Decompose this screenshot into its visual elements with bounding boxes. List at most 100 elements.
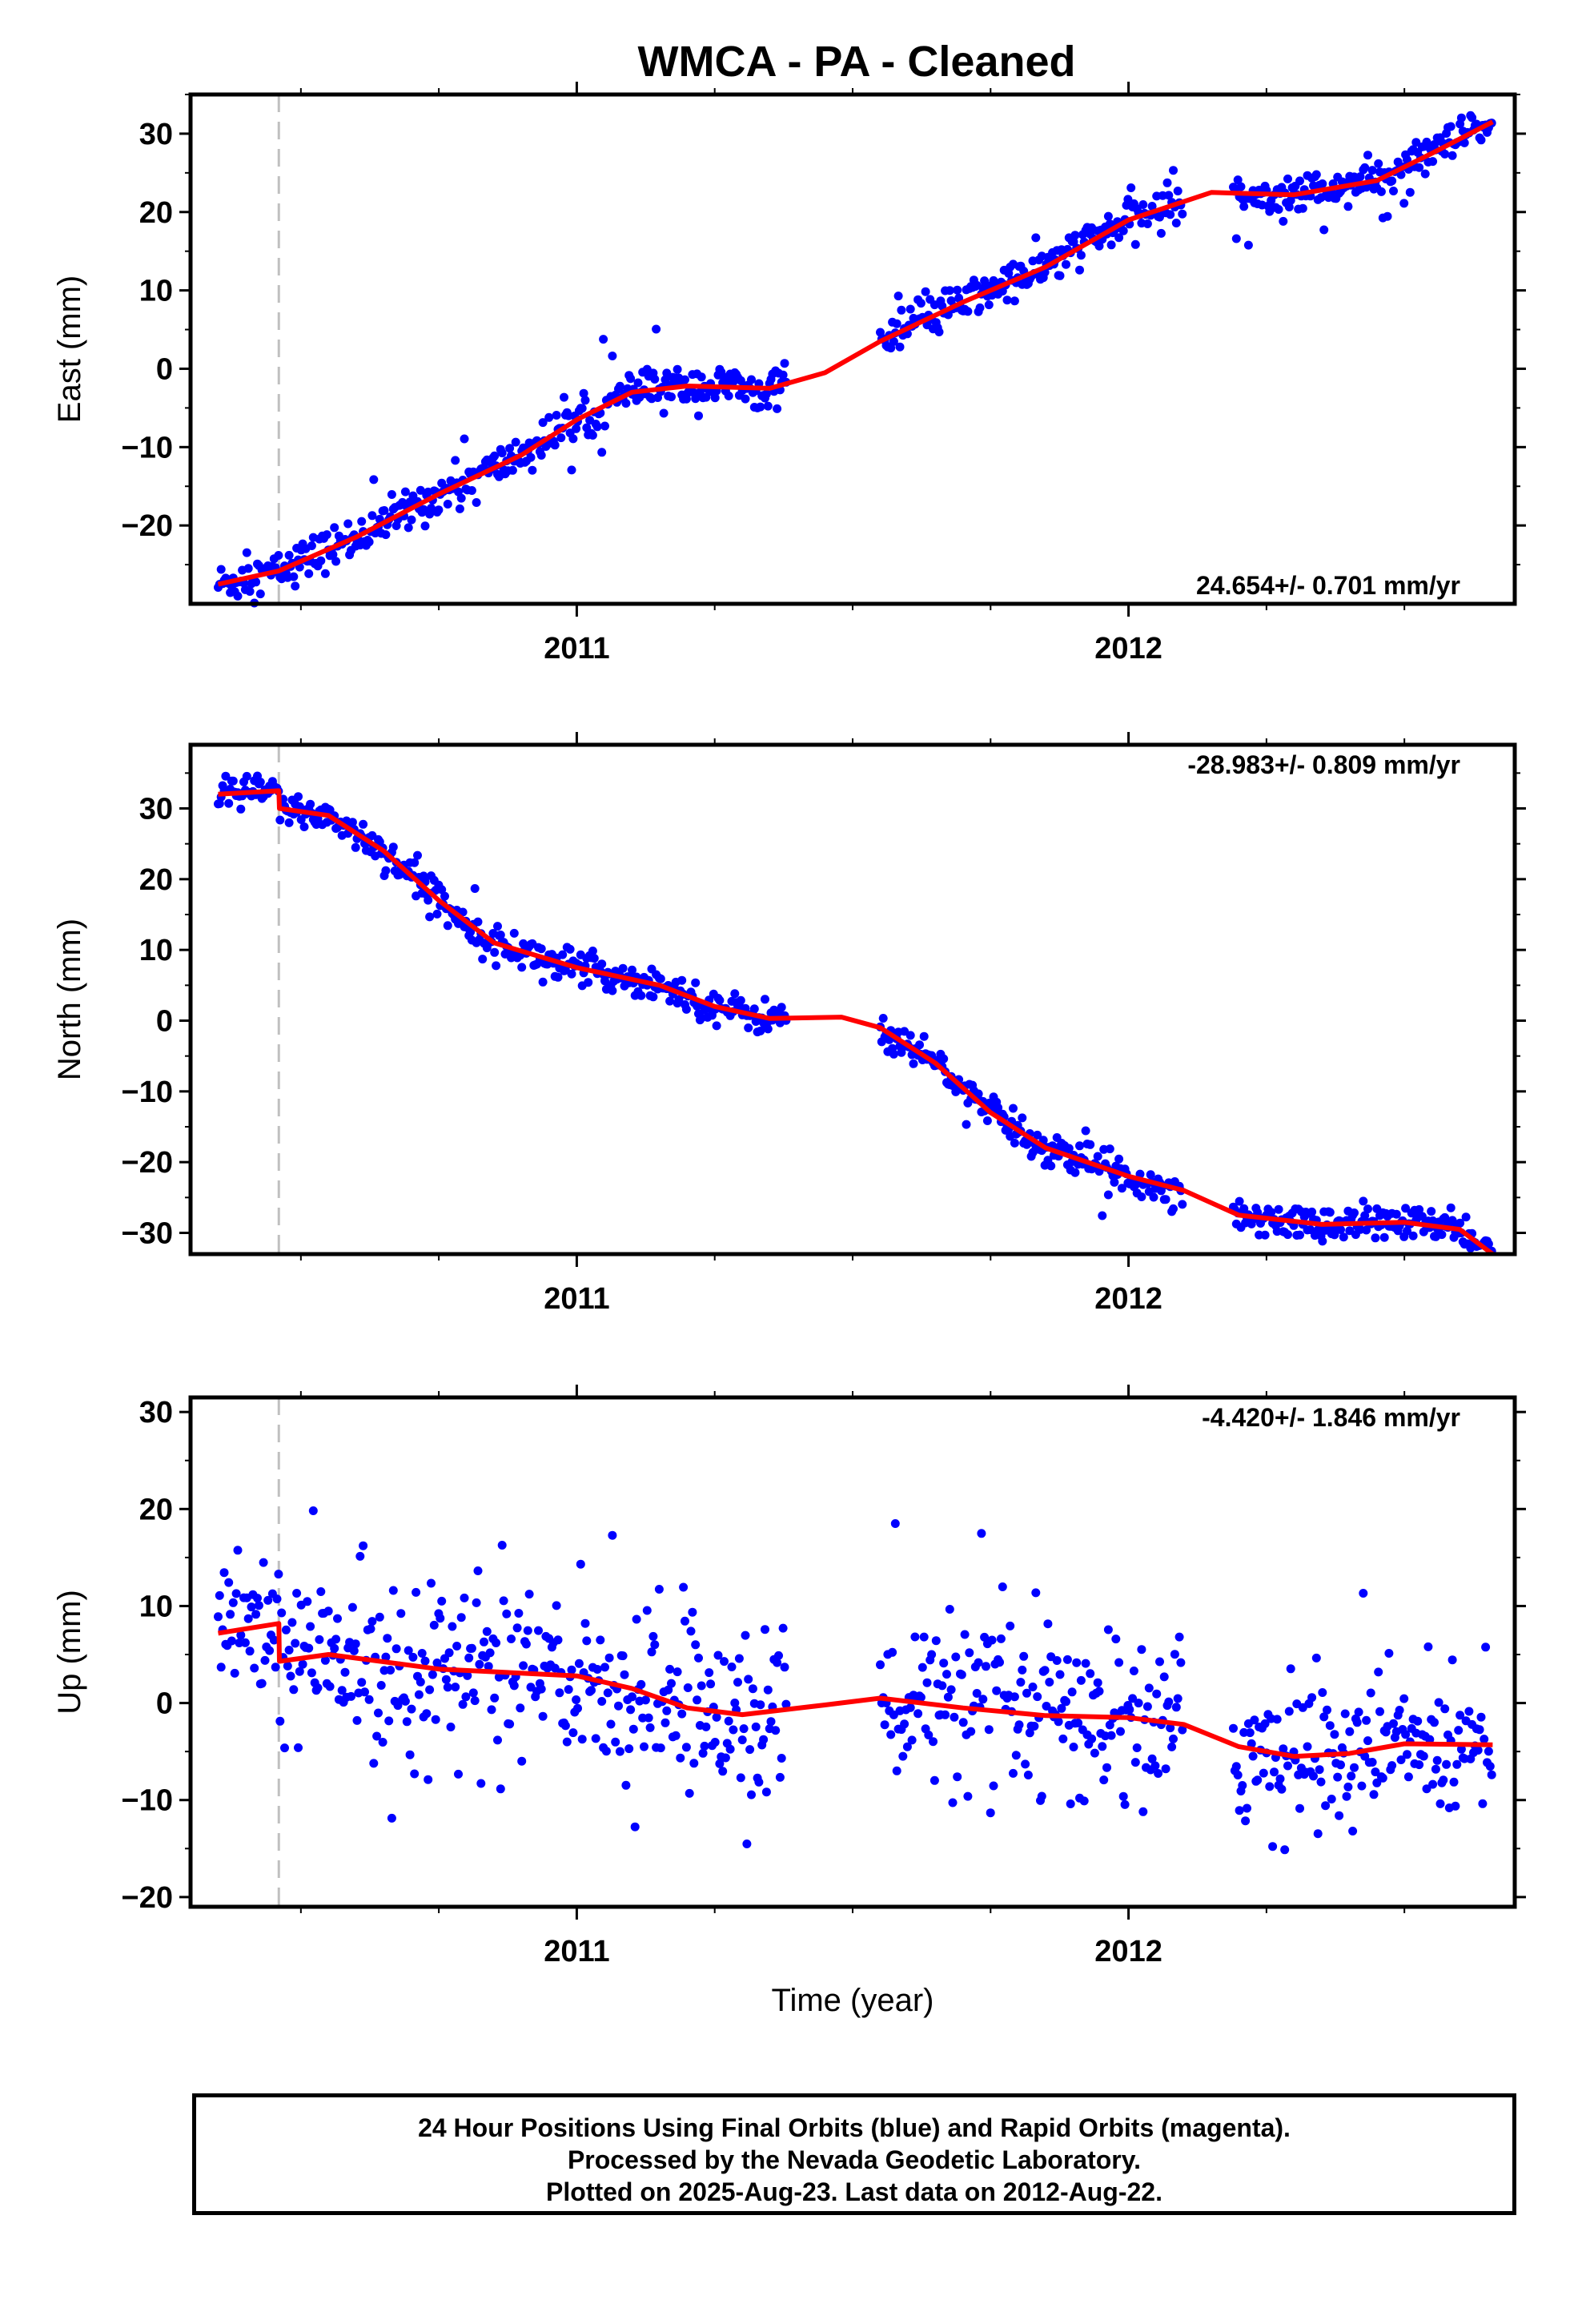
data-point <box>980 276 990 286</box>
data-point <box>490 947 500 957</box>
data-point <box>243 564 253 573</box>
data-point <box>257 1679 267 1688</box>
data-point <box>1137 1645 1146 1655</box>
data-point <box>647 1647 656 1657</box>
data-point <box>1475 1725 1484 1735</box>
data-point <box>572 424 581 433</box>
data-point <box>1411 138 1421 147</box>
data-point <box>931 1636 941 1646</box>
data-point <box>1094 241 1104 251</box>
x-tick-label: 2011 <box>544 1935 609 1968</box>
data-point <box>1178 209 1187 219</box>
data-point <box>1081 1659 1090 1668</box>
data-point <box>761 389 771 399</box>
data-point <box>681 1616 689 1626</box>
data-point <box>306 1622 315 1631</box>
data-point <box>900 1719 909 1729</box>
data-point <box>998 1582 1007 1591</box>
data-point <box>1417 1212 1427 1221</box>
data-point <box>1070 1168 1080 1177</box>
data-point <box>325 1682 335 1691</box>
data-point <box>304 1643 314 1653</box>
data-point <box>656 974 665 983</box>
data-point <box>1156 228 1166 238</box>
data-point <box>1103 1625 1113 1634</box>
data-point <box>1086 1669 1095 1679</box>
data-point <box>396 1609 406 1618</box>
data-point <box>895 342 905 352</box>
data-point <box>710 1738 720 1747</box>
data-point <box>775 1772 785 1782</box>
y-tick-label: 20 <box>139 196 173 230</box>
data-point <box>388 842 398 852</box>
data-point <box>472 1598 481 1607</box>
data-point <box>582 1636 592 1646</box>
data-point <box>1283 1230 1292 1240</box>
data-point <box>1359 1589 1368 1598</box>
data-point <box>756 1026 765 1035</box>
data-point <box>700 1741 709 1751</box>
data-point <box>1279 216 1288 226</box>
data-point <box>250 1663 259 1673</box>
data-point <box>245 587 255 596</box>
data-point <box>470 884 480 893</box>
data-point <box>544 412 554 422</box>
data-point <box>1239 202 1249 211</box>
data-point <box>577 1735 587 1744</box>
data-point <box>1342 1791 1351 1801</box>
data-point <box>927 1650 937 1659</box>
data-point <box>1376 187 1386 196</box>
data-point <box>1167 1742 1177 1751</box>
data-point <box>880 1720 889 1730</box>
data-point <box>1323 1705 1331 1715</box>
data-point <box>652 324 661 334</box>
data-point <box>331 1634 341 1644</box>
data-point <box>579 388 588 398</box>
data-point <box>889 1049 898 1059</box>
data-point <box>367 511 377 521</box>
y-tick-label: 30 <box>139 793 173 826</box>
data-point <box>253 1594 262 1603</box>
data-point <box>1019 1651 1029 1661</box>
data-point <box>694 1653 703 1663</box>
north-panel: −30 −20 −10 0 10 20 30 2011 2012 North (mm) -28.98… <box>52 732 1526 1316</box>
data-point <box>347 818 357 827</box>
data-point <box>1022 1688 1031 1698</box>
data-point <box>487 1705 496 1715</box>
data-point <box>275 815 285 825</box>
data-point <box>978 1695 988 1704</box>
data-point <box>219 1568 229 1578</box>
data-point <box>1307 1693 1317 1703</box>
data-point <box>1132 1743 1142 1752</box>
data-point <box>642 1606 652 1615</box>
data-point <box>1267 1208 1276 1217</box>
data-point <box>444 1648 454 1658</box>
data-point <box>601 1747 611 1756</box>
data-point <box>688 1607 697 1617</box>
data-point <box>1231 234 1241 243</box>
data-point <box>1456 1744 1466 1754</box>
data-point <box>422 1709 432 1719</box>
footer-line-1: 24 Hour Positions Using Final Orbits (bl… <box>418 2113 1291 2142</box>
data-point <box>308 1506 318 1515</box>
data-point <box>516 1703 525 1713</box>
data-point <box>650 375 660 384</box>
plot-frame <box>188 742 1517 1256</box>
data-point <box>372 1731 382 1741</box>
data-point <box>599 335 608 344</box>
data-point <box>888 1647 897 1657</box>
data-point <box>416 1677 425 1687</box>
data-point <box>1336 1760 1345 1770</box>
chart-title: WMCA - PA - Cleaned <box>637 38 1076 86</box>
data-point <box>536 451 546 460</box>
data-point <box>773 404 782 413</box>
data-point <box>247 1602 256 1612</box>
data-point <box>216 1663 226 1672</box>
data-point <box>1401 1730 1411 1739</box>
data-point <box>482 1626 492 1636</box>
data-point <box>1371 1767 1380 1777</box>
data-point <box>289 572 299 581</box>
y-tick-label: 20 <box>139 1493 173 1526</box>
data-point <box>697 1681 706 1691</box>
data-point <box>492 1638 501 1647</box>
